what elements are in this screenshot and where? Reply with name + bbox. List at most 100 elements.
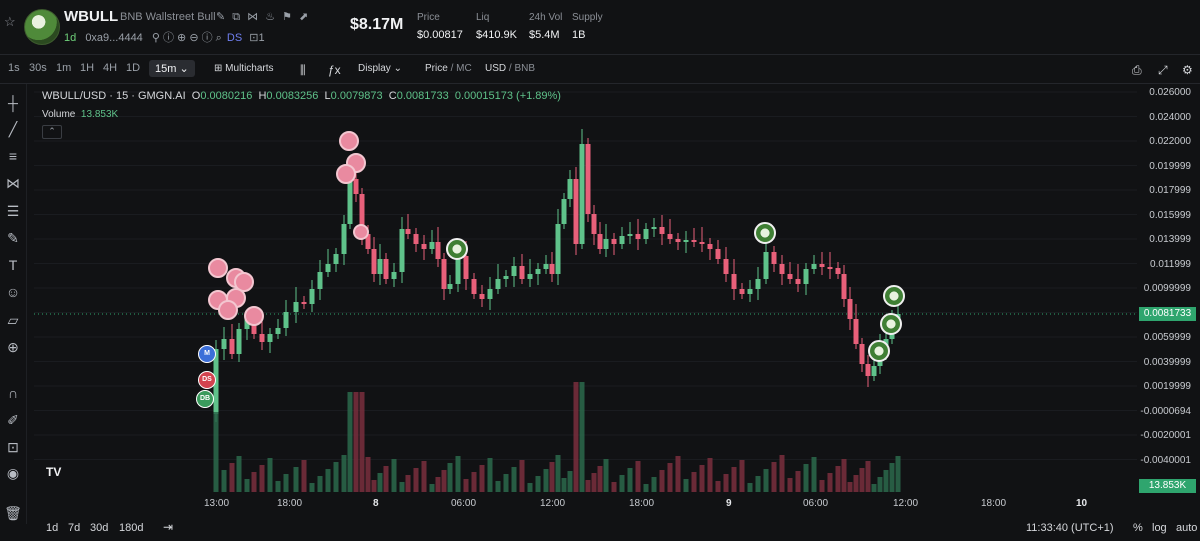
tradingview-logo[interactable]: TV	[46, 465, 62, 479]
candle	[611, 239, 617, 244]
text-tool-icon[interactable]: T	[8, 257, 18, 273]
timeframe-4h[interactable]: 4H	[103, 62, 118, 74]
candle	[811, 264, 817, 269]
volume-bar	[435, 477, 441, 492]
candle	[643, 229, 649, 239]
trader-avatar-icon[interactable]	[336, 164, 356, 184]
volume-bar	[463, 479, 469, 492]
percent-toggle[interactable]: %	[1133, 522, 1143, 534]
marker-db[interactable]: DB	[196, 390, 214, 408]
candle	[251, 319, 257, 334]
price-mc-toggle[interactable]: Price / MC	[425, 63, 472, 74]
usd-bnb-toggle[interactable]: USD / BNB	[485, 63, 536, 74]
settings-gear-icon[interactable]: ⚙	[1182, 63, 1193, 77]
collapse-legend-button[interactable]: ⌃	[42, 125, 62, 139]
volume-bar	[341, 455, 347, 492]
trader-avatar-green-icon[interactable]	[446, 238, 468, 260]
last-volume-tag: 13.853K	[1139, 479, 1196, 493]
volume-bar	[683, 479, 689, 492]
brush-icon[interactable]: ✎	[7, 230, 19, 246]
candle	[659, 227, 665, 234]
timeframe-1m[interactable]: 1m	[56, 62, 72, 74]
stat-liq: Liq $410.9K	[476, 12, 517, 41]
trader-avatar-icon[interactable]	[244, 306, 264, 326]
display-dropdown[interactable]: Display ⌄	[358, 63, 402, 74]
price-chart[interactable]	[34, 84, 1137, 524]
volume-bar	[747, 483, 753, 492]
clock-time[interactable]: 11:33:40 (UTC+1)	[1026, 522, 1114, 534]
range-7d[interactable]: 7d	[68, 522, 81, 534]
volume-bar	[283, 474, 289, 492]
indicators-icon[interactable]: ⫼	[300, 63, 306, 77]
horizontal-lines-icon[interactable]: ≡	[8, 148, 18, 164]
camera-icon[interactable]: ⎙	[1132, 63, 1142, 77]
trader-avatar-green-icon[interactable]	[868, 340, 890, 362]
crosshair-icon[interactable]: ┼	[8, 95, 18, 111]
ds-tag[interactable]: DS	[226, 32, 243, 44]
volume-bar	[603, 459, 609, 492]
magnet-icon[interactable]: ∩	[7, 385, 19, 401]
candle	[683, 240, 689, 242]
x-tick-label: 18:00	[981, 498, 1007, 509]
favorite-star-icon[interactable]: ☆	[4, 14, 16, 29]
meta-icons[interactable]: ⚲ ⓘ ⊕ ⊖ ⓘ ⌕	[151, 32, 222, 44]
drawing-toolbar: ┼ ╱ ≡ ⋈ ☰ ✎ T ☺ ▱ ⊕ ∩ ✐ ⊡ ◉ 🗑	[0, 84, 27, 524]
candle	[283, 312, 289, 328]
timeframe-30s[interactable]: 30s	[29, 62, 47, 74]
volume-bar	[779, 455, 785, 492]
token-address[interactable]: 0xa9...4444	[85, 32, 143, 44]
trader-avatar-icon[interactable]	[339, 131, 359, 151]
candle	[275, 328, 281, 334]
volume-bar	[611, 482, 617, 492]
candle	[519, 266, 525, 279]
auto-toggle[interactable]: auto	[1176, 522, 1198, 534]
market-cap: $8.17M	[350, 16, 404, 33]
marker-m[interactable]: M	[198, 345, 216, 363]
eye-icon[interactable]: ◉	[6, 465, 20, 481]
stat-24h-vol: 24h Vol $5.4M	[529, 12, 563, 41]
trader-avatar-icon[interactable]	[218, 300, 238, 320]
range-30d[interactable]: 30d	[90, 522, 109, 534]
range-1d[interactable]: 1d	[46, 522, 59, 534]
pattern-icon[interactable]: ⋈	[6, 175, 20, 191]
ohlc-legend: WBULL/USD · 15 · GMGN.AI O0.0080216 H0.0…	[42, 90, 561, 102]
log-toggle[interactable]: log	[1152, 522, 1167, 534]
timeframe-1h[interactable]: 1H	[80, 62, 95, 74]
function-icon[interactable]: ƒx	[328, 63, 341, 77]
timeframe-1d[interactable]: 1D	[126, 62, 141, 74]
range-180d[interactable]: 180d	[119, 522, 144, 534]
emoji-icon[interactable]: ☺	[5, 284, 21, 300]
multicharts-button[interactable]: ⊞ Multicharts	[214, 63, 274, 74]
trash-icon[interactable]: 🗑	[4, 505, 22, 521]
trader-avatar-icon[interactable]	[353, 224, 369, 240]
volume-bar	[723, 474, 729, 492]
token-action-icons[interactable]: ✎ ⧉ ⋈ ♨ ⚑ ⬈	[216, 11, 311, 23]
candle	[325, 264, 331, 272]
candle	[447, 284, 453, 289]
trader-avatar-green-icon[interactable]	[754, 222, 776, 244]
volume-bar	[535, 476, 541, 492]
y-tick-label: 0.0039999	[1143, 356, 1191, 368]
trader-avatar-green-icon[interactable]	[880, 313, 902, 335]
marker-ds[interactable]: DS	[198, 371, 216, 389]
candle	[827, 267, 833, 269]
timeframe-15m-active[interactable]: 15m ⌄	[149, 60, 195, 77]
timeframe-1s[interactable]: 1s	[8, 62, 20, 74]
goto-date-icon[interactable]: ⇥	[163, 520, 174, 534]
fullscreen-icon[interactable]: ⤢	[1158, 63, 1168, 77]
trendline-icon[interactable]: ╱	[8, 121, 18, 137]
lock-icon[interactable]: ⊡	[7, 439, 19, 455]
candle	[455, 256, 461, 284]
fib-icon[interactable]: ☰	[6, 203, 20, 219]
volume-bar	[715, 481, 721, 492]
trader-avatar-green-icon[interactable]	[883, 285, 905, 307]
candle	[317, 272, 323, 289]
zoom-in-icon[interactable]: ⊕	[7, 339, 19, 355]
candle	[435, 242, 441, 259]
candle	[715, 249, 721, 259]
ruler-icon[interactable]: ▱	[7, 312, 19, 328]
trader-avatar-icon[interactable]	[208, 258, 228, 278]
lock-drawing-icon[interactable]: ✐	[7, 412, 19, 428]
y-tick-label: 0.019999	[1149, 160, 1191, 172]
volume-bar	[455, 456, 461, 492]
